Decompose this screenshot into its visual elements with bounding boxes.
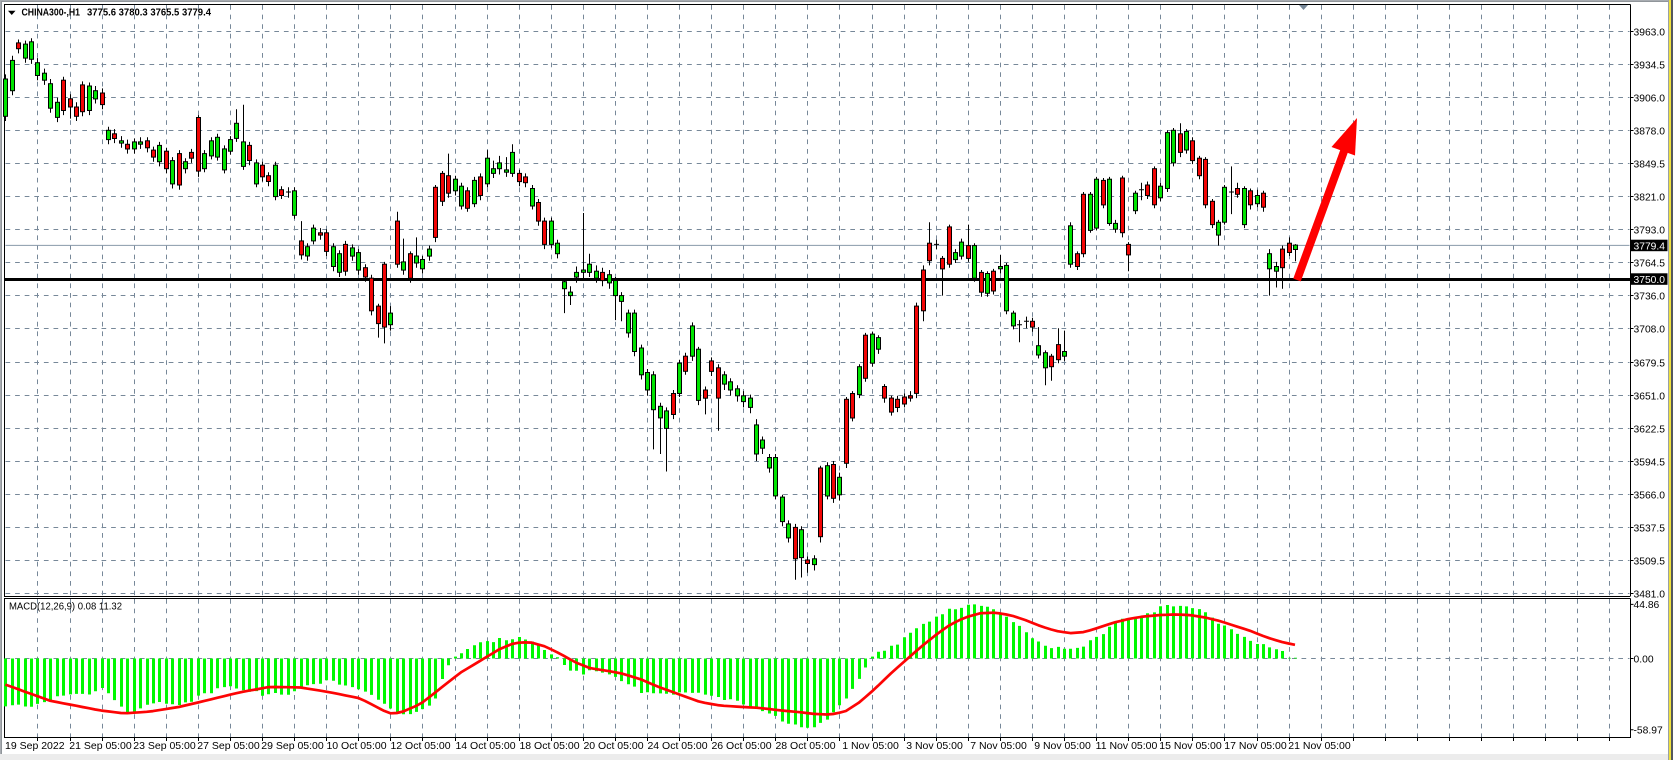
svg-text:0.00: 0.00 (1634, 654, 1654, 665)
svg-text:-58.97: -58.97 (1634, 726, 1663, 737)
svg-text:12 Oct 05:00: 12 Oct 05:00 (390, 740, 450, 752)
svg-text:3736.0: 3736.0 (1634, 291, 1666, 302)
svg-text:MACD(12,26,9) 0.08 11.32: MACD(12,26,9) 0.08 11.32 (9, 602, 122, 613)
svg-text:3594.5: 3594.5 (1634, 457, 1666, 468)
svg-text:3878.0: 3878.0 (1634, 126, 1666, 137)
svg-text:26 Oct 05:00: 26 Oct 05:00 (711, 740, 771, 752)
svg-text:21 Sep 05:00: 21 Sep 05:00 (69, 740, 132, 752)
svg-text:24 Oct 05:00: 24 Oct 05:00 (647, 740, 707, 752)
svg-text:20 Oct 05:00: 20 Oct 05:00 (583, 740, 643, 752)
svg-text:3779.4: 3779.4 (1634, 241, 1666, 252)
svg-text:3934.5: 3934.5 (1634, 60, 1666, 71)
svg-text:CHINA300-,H1: CHINA300-,H1 (22, 8, 81, 19)
svg-text:1 Nov 05:00: 1 Nov 05:00 (842, 740, 899, 752)
svg-text:14 Oct 05:00: 14 Oct 05:00 (455, 740, 515, 752)
svg-text:3963.0: 3963.0 (1634, 27, 1666, 38)
svg-text:3566.0: 3566.0 (1634, 490, 1666, 501)
svg-text:10 Oct 05:00: 10 Oct 05:00 (326, 740, 386, 752)
svg-text:3793.0: 3793.0 (1634, 225, 1666, 236)
svg-text:29 Sep 05:00: 29 Sep 05:00 (261, 740, 324, 752)
svg-text:15 Nov 05:00: 15 Nov 05:00 (1159, 740, 1222, 752)
svg-text:11 Nov 05:00: 11 Nov 05:00 (1096, 740, 1158, 752)
svg-text:3481.0: 3481.0 (1634, 589, 1666, 600)
svg-text:9 Nov 05:00: 9 Nov 05:00 (1034, 740, 1091, 752)
svg-text:3906.0: 3906.0 (1634, 93, 1666, 104)
svg-text:3708.0: 3708.0 (1634, 324, 1666, 335)
svg-text:3764.5: 3764.5 (1634, 258, 1666, 269)
svg-text:23 Sep 05:00: 23 Sep 05:00 (133, 740, 196, 752)
svg-text:3750.0: 3750.0 (1634, 275, 1666, 286)
svg-text:18 Oct 05:00: 18 Oct 05:00 (519, 740, 579, 752)
svg-text:3537.5: 3537.5 (1634, 523, 1666, 534)
svg-text:21 Nov 05:00: 21 Nov 05:00 (1288, 740, 1351, 752)
svg-text:19 Sep 2022: 19 Sep 2022 (5, 740, 65, 752)
svg-text:3849.5: 3849.5 (1634, 159, 1666, 170)
svg-text:17 Nov 05:00: 17 Nov 05:00 (1224, 740, 1287, 752)
svg-text:3509.5: 3509.5 (1634, 556, 1666, 567)
svg-text:3679.5: 3679.5 (1634, 358, 1666, 369)
svg-text:3821.0: 3821.0 (1634, 192, 1666, 203)
svg-text:27 Sep 05:00: 27 Sep 05:00 (197, 740, 260, 752)
svg-text:44.86: 44.86 (1634, 600, 1660, 611)
svg-text:28 Oct 05:00: 28 Oct 05:00 (775, 740, 835, 752)
svg-text:3 Nov 05:00: 3 Nov 05:00 (906, 740, 963, 752)
svg-text:7 Nov 05:00: 7 Nov 05:00 (970, 740, 1027, 752)
svg-text:3775.6 3780.3 3765.5 3779.4: 3775.6 3780.3 3765.5 3779.4 (87, 8, 211, 19)
svg-text:3622.5: 3622.5 (1634, 424, 1666, 435)
svg-text:3651.0: 3651.0 (1634, 391, 1666, 402)
